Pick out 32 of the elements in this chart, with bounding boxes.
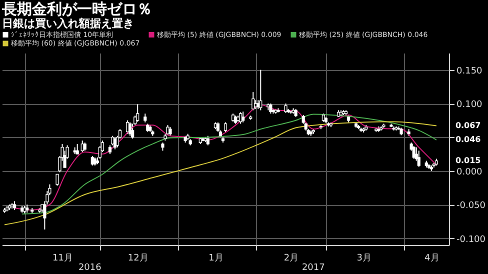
chart-title: 長期金利が一時ゼロ％ bbox=[1, 0, 152, 18]
candlestick bbox=[252, 92, 255, 111]
y-tick-label: 0.100 bbox=[456, 100, 483, 110]
line-series bbox=[4, 121, 437, 226]
y-tick-label: -0.050 bbox=[456, 201, 486, 212]
candlestick bbox=[269, 103, 272, 114]
candlestick bbox=[224, 122, 228, 132]
x-tick-label: 11月 bbox=[52, 254, 73, 264]
x-tick-label: 1月 bbox=[208, 254, 224, 264]
candlestick bbox=[206, 135, 210, 146]
text: 2017 bbox=[302, 263, 325, 273]
candlestick bbox=[412, 145, 416, 160]
text: 2016 bbox=[78, 263, 102, 273]
y-tick-label: 0.000 bbox=[456, 167, 483, 178]
x-tick-label: 3月 bbox=[356, 254, 372, 264]
y-tick-label: -0.100 bbox=[456, 234, 486, 245]
candlestick bbox=[417, 150, 420, 168]
candlestick bbox=[242, 111, 245, 123]
candlestick bbox=[284, 103, 288, 114]
annotation: 0.067 bbox=[455, 120, 481, 130]
candlestick bbox=[136, 104, 140, 122]
annotation: 0.015 bbox=[455, 156, 482, 165]
y-tick-label: 0.150 bbox=[456, 66, 483, 76]
candlestick bbox=[259, 69, 262, 111]
chart-subtitle: 日銀は買い入れ額据え置き bbox=[2, 17, 134, 30]
candlestick bbox=[76, 143, 79, 155]
x-tick-label: 2月 bbox=[284, 254, 299, 264]
x-tick-label: 4月 bbox=[424, 254, 440, 264]
x-tick-label: 12月 bbox=[128, 254, 148, 264]
candlestick bbox=[216, 122, 220, 132]
annotation: 0.046 bbox=[455, 134, 482, 144]
candlestick bbox=[56, 174, 59, 186]
